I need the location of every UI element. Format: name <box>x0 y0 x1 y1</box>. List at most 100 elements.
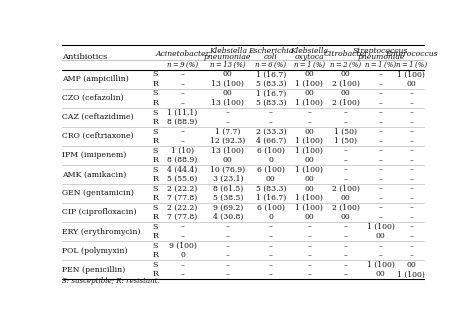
Text: 1 (16.7): 1 (16.7) <box>255 89 286 98</box>
Text: R: R <box>152 270 158 278</box>
Text: –: – <box>181 99 184 107</box>
Text: –: – <box>226 232 230 240</box>
Text: –: – <box>226 261 230 269</box>
Text: 2 (22.2): 2 (22.2) <box>167 204 198 212</box>
Text: CRO (ceftriaxone): CRO (ceftriaxone) <box>63 132 134 140</box>
Text: 5 (55.6): 5 (55.6) <box>167 175 198 183</box>
Text: S: S <box>153 242 158 250</box>
Text: 1 (50): 1 (50) <box>334 137 357 145</box>
Text: R: R <box>152 99 158 107</box>
Text: –: – <box>307 242 311 250</box>
Text: 00: 00 <box>341 89 350 98</box>
Text: 00: 00 <box>304 185 314 193</box>
Text: –: – <box>379 175 383 183</box>
Text: –: – <box>409 99 413 107</box>
Text: 00: 00 <box>304 89 314 98</box>
Text: 00: 00 <box>341 70 350 78</box>
Text: 1 (100): 1 (100) <box>367 223 395 231</box>
Text: 1 (100): 1 (100) <box>295 204 323 212</box>
Text: 00: 00 <box>406 80 416 88</box>
Text: Klebsiella: Klebsiella <box>290 47 328 55</box>
Text: –: – <box>181 270 184 278</box>
Text: CZO (cefazolin): CZO (cefazolin) <box>63 94 124 102</box>
Text: 6 (100): 6 (100) <box>257 166 285 174</box>
Text: GEN (gentamicin): GEN (gentamicin) <box>63 190 134 197</box>
Text: 00: 00 <box>376 270 386 278</box>
Text: 0: 0 <box>268 156 273 164</box>
Text: n = 2 (%): n = 2 (%) <box>330 61 361 69</box>
Text: n = 13 (%): n = 13 (%) <box>210 61 246 69</box>
Text: S: S <box>153 128 158 135</box>
Text: –: – <box>379 80 383 88</box>
Text: S: S <box>153 146 158 155</box>
Text: –: – <box>379 146 383 155</box>
Text: Escherichia: Escherichia <box>248 47 293 55</box>
Text: 5 (83.3): 5 (83.3) <box>255 185 286 193</box>
Text: –: – <box>409 242 413 250</box>
Text: 00: 00 <box>341 194 350 202</box>
Text: 7 (77.8): 7 (77.8) <box>167 194 198 202</box>
Text: 00: 00 <box>223 89 233 98</box>
Text: –: – <box>269 251 273 259</box>
Text: 1 (100): 1 (100) <box>295 137 323 145</box>
Text: 13 (100): 13 (100) <box>211 146 244 155</box>
Text: 4 (66.7): 4 (66.7) <box>255 137 286 145</box>
Text: n = 9 (%): n = 9 (%) <box>167 61 198 69</box>
Text: –: – <box>379 70 383 78</box>
Text: –: – <box>379 242 383 250</box>
Text: Streptococcus: Streptococcus <box>353 47 409 55</box>
Text: S: S <box>153 109 158 117</box>
Text: 1 (16.7): 1 (16.7) <box>255 70 286 78</box>
Text: –: – <box>379 194 383 202</box>
Text: R: R <box>152 80 158 88</box>
Text: 6 (100): 6 (100) <box>257 146 285 155</box>
Text: 1 (100): 1 (100) <box>397 270 425 278</box>
Text: –: – <box>307 109 311 117</box>
Text: –: – <box>226 270 230 278</box>
Text: R: R <box>152 251 158 259</box>
Text: 3 (23.1): 3 (23.1) <box>212 175 243 183</box>
Text: –: – <box>409 204 413 212</box>
Text: –: – <box>269 242 273 250</box>
Text: –: – <box>409 232 413 240</box>
Text: oxytoca: oxytoca <box>294 52 324 61</box>
Text: –: – <box>269 232 273 240</box>
Text: 1 (100): 1 (100) <box>397 70 425 78</box>
Text: –: – <box>269 118 273 126</box>
Text: –: – <box>379 89 383 98</box>
Text: 1 (11.1): 1 (11.1) <box>167 109 198 117</box>
Text: n = 1 (%): n = 1 (%) <box>293 61 325 69</box>
Text: –: – <box>181 261 184 269</box>
Text: –: – <box>226 118 230 126</box>
Text: –: – <box>344 166 347 174</box>
Text: –: – <box>181 137 184 145</box>
Text: 0: 0 <box>180 251 185 259</box>
Text: –: – <box>409 146 413 155</box>
Text: 00: 00 <box>266 175 276 183</box>
Text: POL (polymyxin): POL (polymyxin) <box>63 247 128 255</box>
Text: –: – <box>379 185 383 193</box>
Text: R: R <box>152 194 158 202</box>
Text: 1 (7.7): 1 (7.7) <box>215 128 240 135</box>
Text: 5 (83.3): 5 (83.3) <box>255 80 286 88</box>
Text: –: – <box>409 175 413 183</box>
Text: –: – <box>307 251 311 259</box>
Text: R: R <box>152 137 158 145</box>
Text: –: – <box>307 261 311 269</box>
Text: 12 (92.3): 12 (92.3) <box>210 137 246 145</box>
Text: –: – <box>269 109 273 117</box>
Text: R: R <box>152 175 158 183</box>
Text: 7 (77.8): 7 (77.8) <box>167 213 198 221</box>
Text: –: – <box>409 89 413 98</box>
Text: PEN (penicillin): PEN (penicillin) <box>63 266 126 273</box>
Text: –: – <box>307 232 311 240</box>
Text: 10 (76.9): 10 (76.9) <box>210 166 246 174</box>
Text: 5 (38.5): 5 (38.5) <box>213 194 243 202</box>
Text: S: S <box>153 223 158 231</box>
Text: –: – <box>307 118 311 126</box>
Text: –: – <box>409 118 413 126</box>
Text: –: – <box>181 89 184 98</box>
Text: 9 (69.2): 9 (69.2) <box>213 204 243 212</box>
Text: coli: coli <box>264 52 278 61</box>
Text: CIP (ciprofloxacin): CIP (ciprofloxacin) <box>63 208 137 216</box>
